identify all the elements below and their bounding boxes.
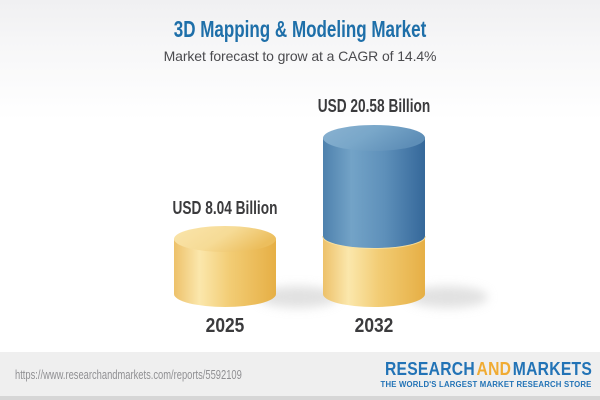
bar-2032-shadow (408, 286, 488, 308)
cylinder-top (323, 125, 425, 151)
logo-word-and: AND (476, 358, 512, 379)
category-label-2032: 2032 (354, 315, 394, 337)
bar-2025-shadow (258, 286, 338, 308)
logo-word-markets: MARKETS (512, 358, 592, 379)
chart-subtitle: Market forecast to grow at a CAGR of 14.… (163, 48, 437, 64)
cylinder-base-segment (323, 236, 425, 307)
category-label-2025: 2025 (205, 315, 245, 337)
value-label-2025: USD 8.04 Billion (172, 198, 278, 218)
logo-word-research: RESEARCH (384, 358, 475, 379)
logo-wordmark: RESEARCH AND MARKETS (385, 360, 592, 378)
cylinder-growth-segment (323, 138, 425, 248)
bar-2032-cylinder (322, 125, 426, 307)
footer-bar: https://www.researchandmarkets.com/repor… (0, 352, 600, 400)
research-and-markets-logo: RESEARCH AND MARKETS THE WORLD'S LARGEST… (354, 360, 592, 389)
bar-2025-cylinder (174, 226, 276, 307)
cylinder-body (174, 239, 276, 307)
cylinder-top (174, 226, 276, 252)
report-url: https://www.researchandmarkets.com/repor… (15, 366, 242, 382)
chart-title: 3D Mapping & Modeling Market (173, 16, 427, 42)
logo-tagline: THE WORLD'S LARGEST MARKET RESEARCH STOR… (380, 379, 592, 389)
value-label-2032: USD 20.58 Billion (317, 96, 431, 116)
